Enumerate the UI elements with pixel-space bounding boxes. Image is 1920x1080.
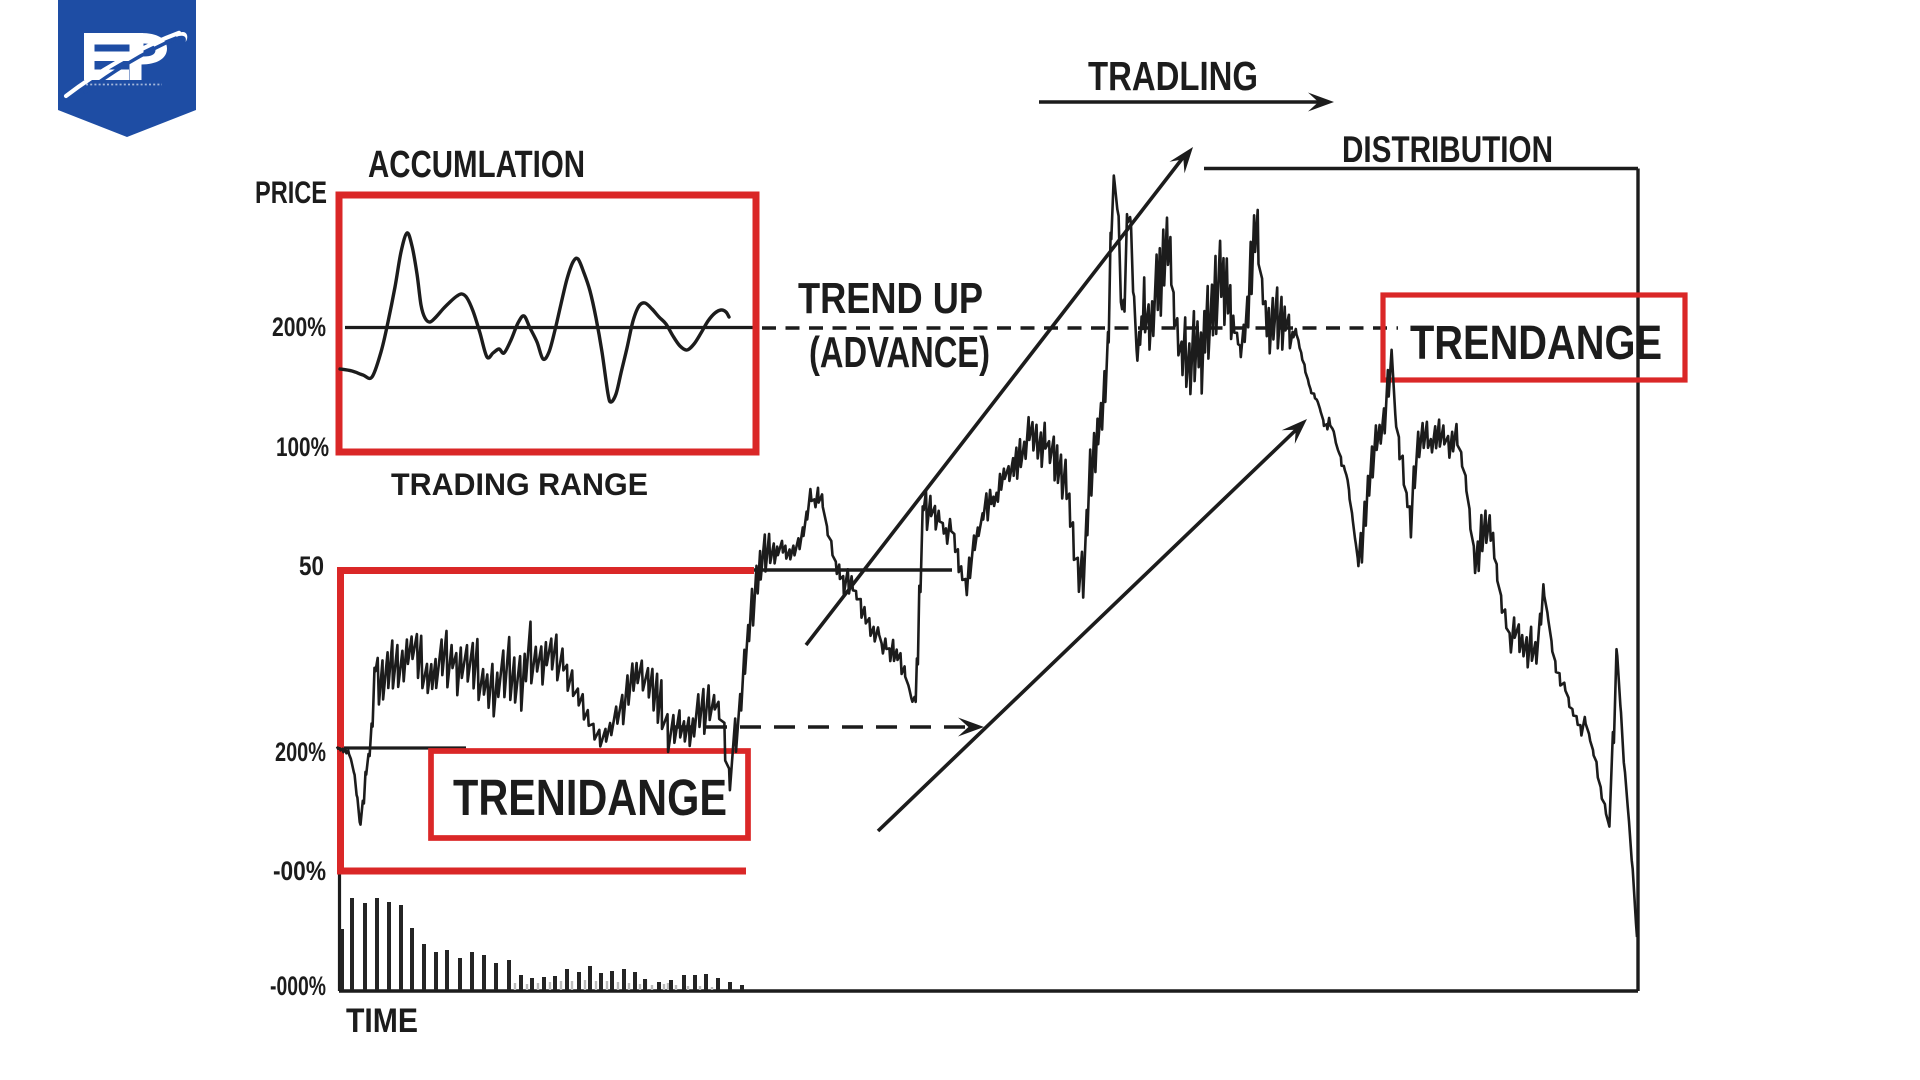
svg-text:TREND UP: TREND UP — [798, 274, 983, 323]
svg-text:DISTRIBUTION: DISTRIBUTION — [1342, 129, 1553, 170]
svg-text:ACCUMLATION: ACCUMLATION — [368, 144, 585, 186]
svg-text:-00%: -00% — [273, 856, 326, 886]
svg-text:TIME: TIME — [346, 1002, 418, 1040]
svg-text:TRENIDANGE: TRENIDANGE — [453, 769, 727, 826]
svg-text:TRENDANGE: TRENDANGE — [1410, 317, 1662, 370]
svg-text:(ADVANCE): (ADVANCE) — [809, 328, 990, 377]
svg-text:-000%: -000% — [270, 971, 326, 1001]
svg-text:TRADLING: TRADLING — [1088, 53, 1258, 99]
svg-text:100%: 100% — [276, 432, 329, 462]
svg-text:200%: 200% — [272, 312, 326, 342]
svg-text:PRICE: PRICE — [255, 174, 327, 210]
svg-text:TRADING RANGE: TRADING RANGE — [391, 466, 648, 502]
svg-text:200%: 200% — [275, 737, 326, 767]
svg-text:50: 50 — [299, 551, 324, 581]
